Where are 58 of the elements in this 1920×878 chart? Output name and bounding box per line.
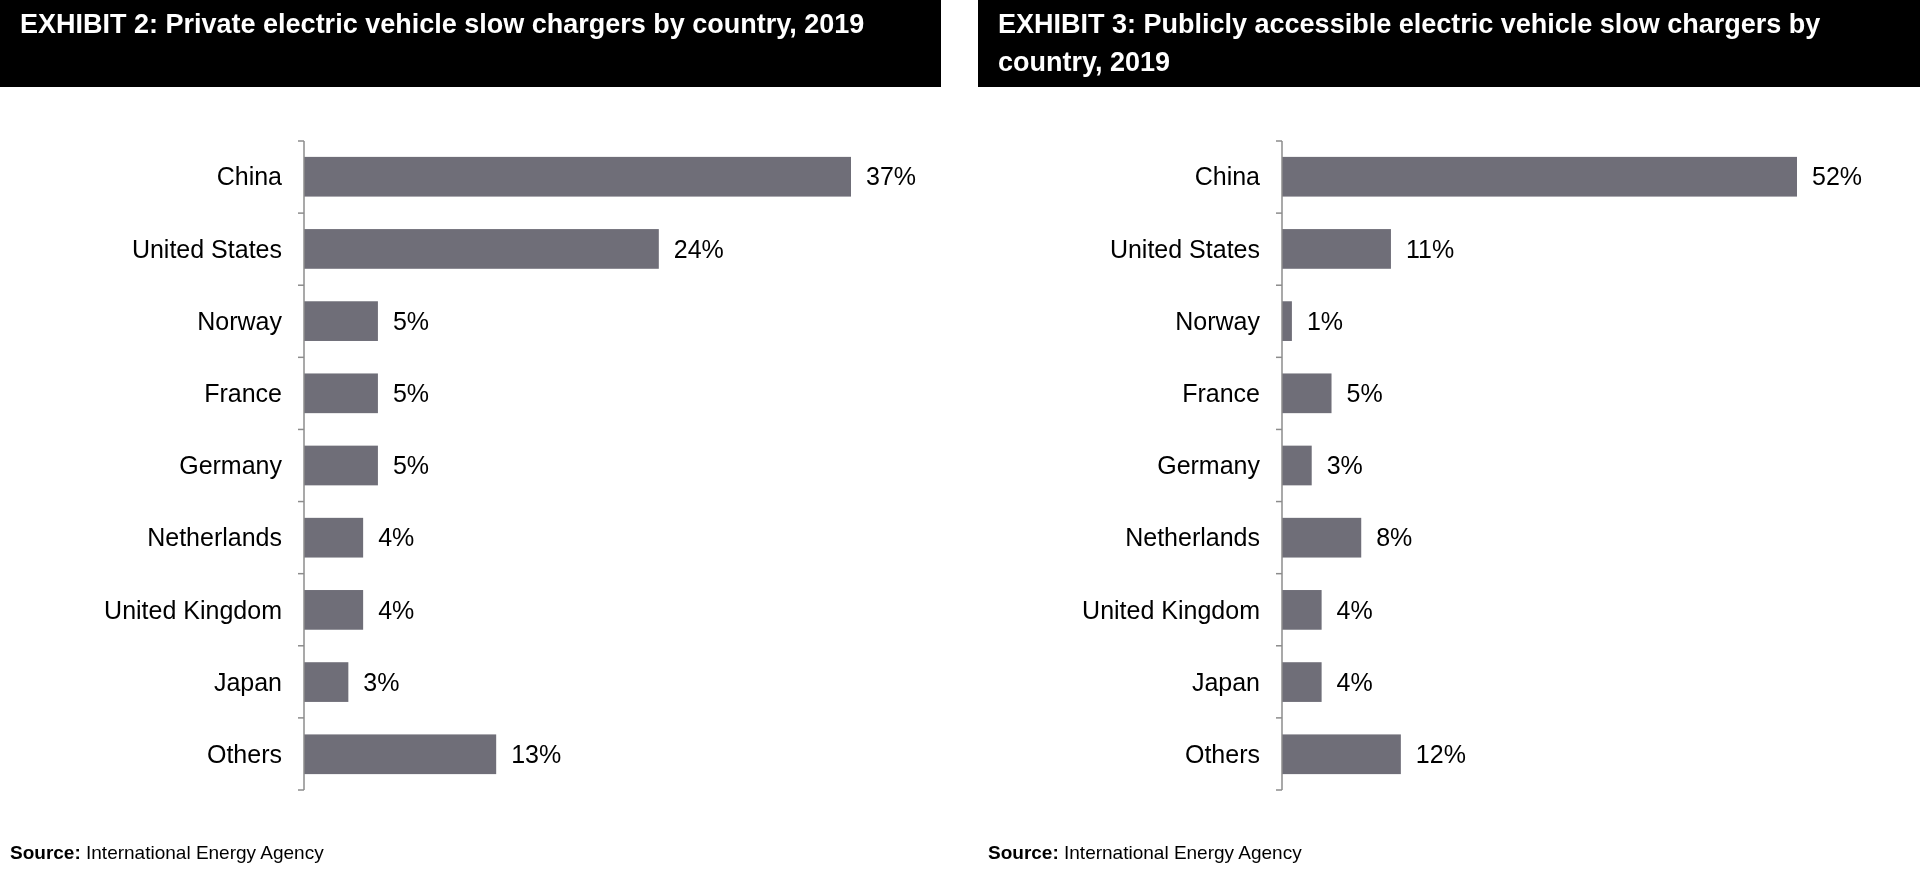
y-tick-label: Japan xyxy=(1191,667,1260,696)
y-tick-label: France xyxy=(1182,379,1260,408)
bar xyxy=(304,734,497,775)
data-label: 1% xyxy=(1306,306,1344,335)
y-tick-label: United Kingdom xyxy=(1082,595,1260,624)
y-tick-label: Germany xyxy=(1157,451,1261,480)
y-tick-label: Norway xyxy=(1175,306,1261,335)
data-label: 3% xyxy=(363,667,400,696)
data-label: 37% xyxy=(866,162,917,191)
data-label: 4% xyxy=(378,595,415,624)
bar xyxy=(1282,734,1401,775)
y-tick-label: Netherlands xyxy=(1125,523,1260,552)
data-label: 5% xyxy=(392,451,430,480)
source-note: Source: International Energy Agency xyxy=(10,842,324,864)
data-label: 5% xyxy=(392,379,430,408)
bar xyxy=(1282,662,1322,702)
data-label: 52% xyxy=(1812,162,1863,191)
y-tick-label: China xyxy=(216,162,283,191)
y-tick-label: Others xyxy=(206,740,282,769)
y-tick-label: Netherlands xyxy=(147,523,282,552)
bar xyxy=(304,517,364,558)
data-label: 4% xyxy=(378,523,415,552)
chart-title: EXHIBIT 3: Publicly accessible electric vehicle slow chargers by country, 2019 xyxy=(978,0,1920,87)
bar xyxy=(1282,229,1391,269)
y-tick-label: United Kingdom xyxy=(104,595,282,624)
data-label: 24% xyxy=(673,234,724,263)
y-tick-label: United States xyxy=(1109,234,1260,263)
data-label: 13% xyxy=(511,740,562,769)
y-tick-label: Norway xyxy=(197,306,283,335)
bar xyxy=(1282,301,1292,341)
y-tick-label: United States xyxy=(131,234,282,263)
data-label: 5% xyxy=(392,306,430,335)
bar xyxy=(304,156,851,197)
data-label: 12% xyxy=(1415,740,1466,769)
bar xyxy=(304,373,378,414)
bar xyxy=(304,229,659,269)
bar xyxy=(1282,590,1322,630)
chart-title: EXHIBIT 2: Private electric vehicle slow chargers by country, 2019 xyxy=(0,0,941,87)
data-label: 3% xyxy=(1326,451,1363,480)
data-label: 8% xyxy=(1376,523,1413,552)
y-tick-label: Japan xyxy=(213,667,282,696)
data-label: 5% xyxy=(1346,379,1383,408)
bar xyxy=(1282,156,1797,197)
bar xyxy=(1282,445,1312,486)
y-tick-label: France xyxy=(204,379,282,408)
bar xyxy=(1282,373,1332,414)
bar xyxy=(304,445,378,486)
bar xyxy=(304,662,349,702)
y-tick-label: Others xyxy=(1184,740,1260,769)
bar xyxy=(304,301,378,341)
bar xyxy=(1282,517,1362,558)
data-label: 4% xyxy=(1336,595,1373,624)
y-tick-label: Germany xyxy=(179,451,283,480)
data-label: 11% xyxy=(1405,234,1455,263)
source-note: Source: International Energy Agency xyxy=(988,842,1302,864)
bar xyxy=(304,590,364,630)
data-label: 4% xyxy=(1336,667,1373,696)
y-tick-label: China xyxy=(1194,162,1261,191)
